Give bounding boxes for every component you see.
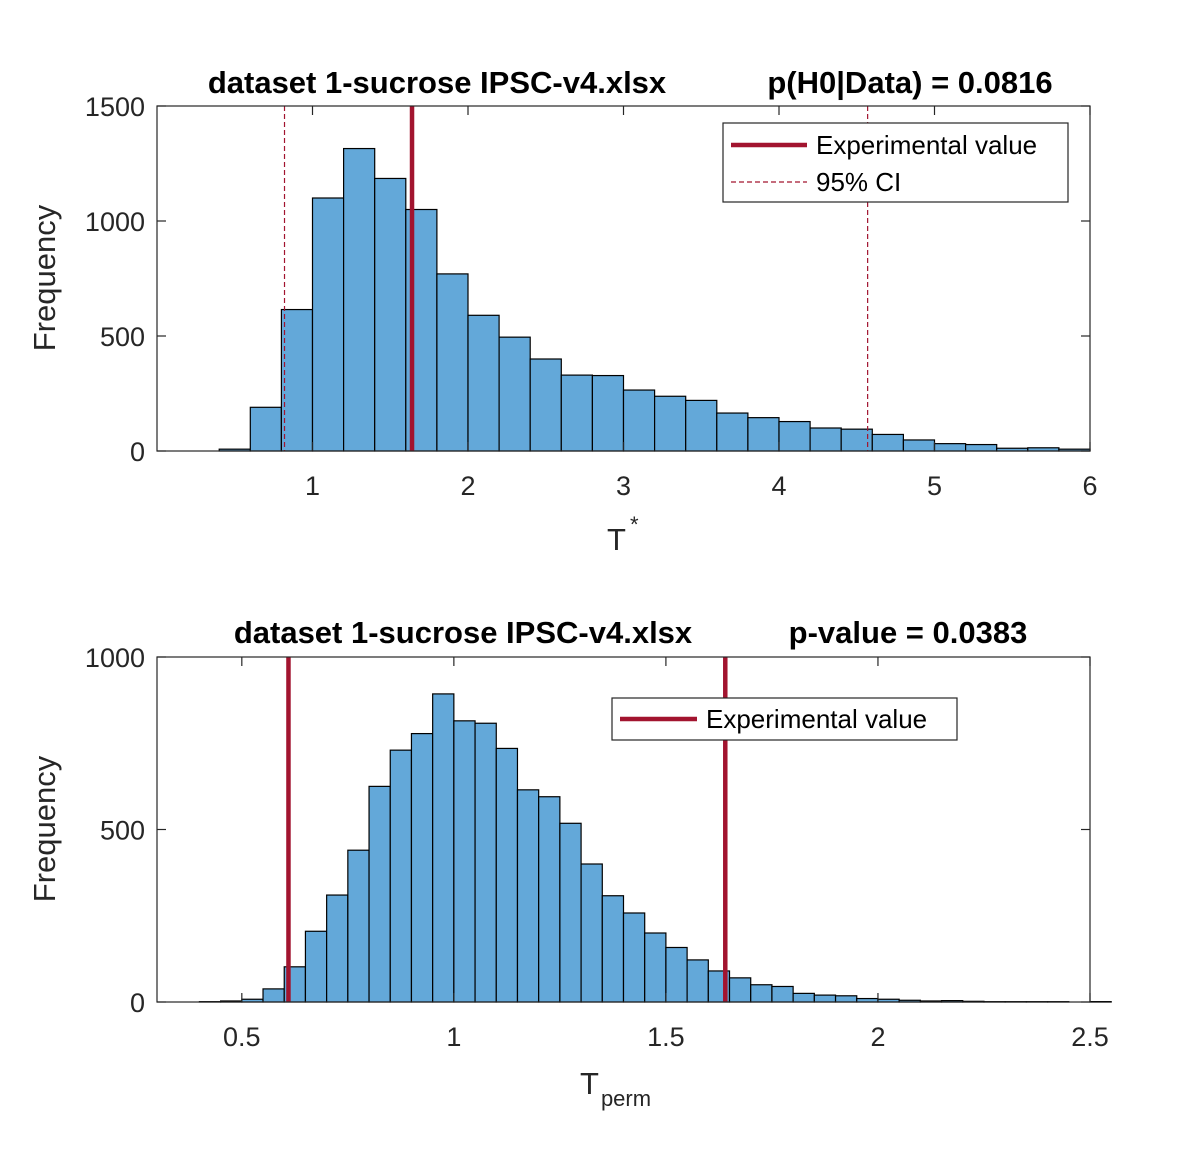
panel1-y-ticks: 0 500 1000 1500 <box>85 92 1090 467</box>
panel2-xtick-label: 0.5 <box>223 1022 261 1052</box>
panel2-bar <box>728 977 752 1003</box>
panel2-bar <box>644 932 667 1003</box>
panel1-bar <box>436 273 469 452</box>
panel1-bar <box>964 443 998 452</box>
panel2-ytick-label: 0 <box>130 988 145 1018</box>
bootstrap-histogram-panel: dataset 1-sucrose IPSC-v4.xlsx p(H0|Data… <box>27 65 1098 557</box>
panel1-bar <box>498 336 531 452</box>
panel2-bar <box>771 985 794 1003</box>
panel1-xlabel-sup: * <box>630 512 639 537</box>
panel1-bar <box>622 389 656 452</box>
panel1-bar <box>871 433 904 452</box>
panel1-xtick-label: 2 <box>460 471 475 501</box>
panel2-bar <box>792 992 815 1003</box>
panel1-bar <box>809 427 842 452</box>
panel2-bar <box>750 984 773 1003</box>
panel1-bar <box>374 177 407 452</box>
panel2-bar <box>622 912 646 1003</box>
panel2-bar <box>559 822 582 1003</box>
panel2-bar <box>410 732 434 1003</box>
panel2-y-ticks: 0 500 1000 <box>85 643 1090 1018</box>
panel1-ytick-label: 0 <box>130 437 145 467</box>
panel2-bar <box>516 789 540 1003</box>
panel2-bar <box>347 849 370 1003</box>
panel1-bar <box>716 412 749 452</box>
panel2-xlabel-main: T <box>580 1066 599 1101</box>
panel1-bar <box>560 374 593 452</box>
panel1-bar <box>840 428 873 452</box>
panel1-xlabel: T * <box>607 512 639 557</box>
panel1-legend-exp-label: Experimental value <box>816 130 1037 160</box>
panel1-bar <box>902 439 936 452</box>
panel1-x-ticks: 1 2 3 4 5 6 <box>305 106 1098 501</box>
panel1-title-right: p(H0|Data) = 0.0816 <box>767 65 1052 100</box>
panel1-title-left: dataset 1-sucrose IPSC-v4.xlsx <box>208 65 667 100</box>
panel1-legend-ci-label: 95% CI <box>816 167 901 197</box>
panel2-bar <box>326 894 349 1003</box>
panel2-bar <box>304 930 328 1003</box>
panel1-legend: Experimental value 95% CI <box>722 122 1069 203</box>
panel2-bar <box>262 988 285 1003</box>
panel2-bar <box>601 895 625 1003</box>
panel2-xlabel: Tperm <box>580 1066 651 1111</box>
panel2-bar <box>453 720 476 1003</box>
panel1-ytick-label: 1500 <box>85 92 145 122</box>
panel2-legend-exp-label: Experimental value <box>706 704 927 734</box>
panel1-ytick-label: 1000 <box>85 207 145 237</box>
panel2-xtick-label: 2 <box>870 1022 885 1052</box>
panel1-legend-box <box>722 122 1069 203</box>
panel2-bar <box>474 722 497 1003</box>
panel1-bar <box>933 443 967 452</box>
panel2-bar <box>834 995 858 1003</box>
panel2-bar <box>665 946 688 1003</box>
panel2-title-right: p-value = 0.0383 <box>789 615 1028 650</box>
panel2-xtick-label: 1.5 <box>647 1022 685 1052</box>
panel1-bar <box>653 395 687 452</box>
panel1-ytick-label: 500 <box>100 322 145 352</box>
panel1-bars <box>218 147 1091 452</box>
panel1-xtick-label: 3 <box>616 471 631 501</box>
panel2-ytick-label: 500 <box>100 816 145 846</box>
panel1-xtick-label: 6 <box>1082 471 1097 501</box>
panel2-ytick-label: 1000 <box>85 643 145 673</box>
panel2-bar <box>580 863 603 1003</box>
panel1-bar <box>529 358 562 452</box>
panel2-xlabel-sub: perm <box>601 1086 651 1111</box>
permutation-histogram-panel: dataset 1-sucrose IPSC-v4.xlsx p-value =… <box>27 615 1112 1111</box>
panel1-ylabel: Frequency <box>27 204 62 351</box>
panel1-bar <box>280 308 314 452</box>
panel1-xtick-label: 5 <box>927 471 942 501</box>
panel1-bar <box>591 374 625 452</box>
panel2-title-left: dataset 1-sucrose IPSC-v4.xlsx <box>234 615 693 650</box>
panel2-bar <box>432 693 455 1003</box>
panel2-bar <box>368 785 391 1003</box>
panel1-xlabel-main: T <box>607 522 626 557</box>
panel1-bar <box>467 314 500 452</box>
panel1-xtick-label: 4 <box>771 471 786 501</box>
panel2-bar <box>686 959 709 1003</box>
panel1-bar <box>778 420 811 452</box>
panel1-bar <box>249 406 283 452</box>
panel2-xtick-label: 1 <box>446 1022 461 1052</box>
panel2-x-ticks: 0.5 1 1.5 2 2.5 <box>223 657 1109 1052</box>
panel1-bar <box>685 399 718 452</box>
panel2-bar <box>389 749 413 1003</box>
panel2-bar <box>495 747 519 1003</box>
panel2-bar <box>538 796 561 1003</box>
panel1-xtick-label: 1 <box>305 471 320 501</box>
panel2-bar <box>813 994 837 1003</box>
panel1-bar <box>747 417 780 452</box>
panel2-legend: Experimental value <box>611 697 958 741</box>
panel1-bar <box>343 147 376 452</box>
panel2-ylabel: Frequency <box>27 755 62 902</box>
panel1-bar <box>311 197 345 452</box>
panel2-xtick-label: 2.5 <box>1071 1022 1109 1052</box>
